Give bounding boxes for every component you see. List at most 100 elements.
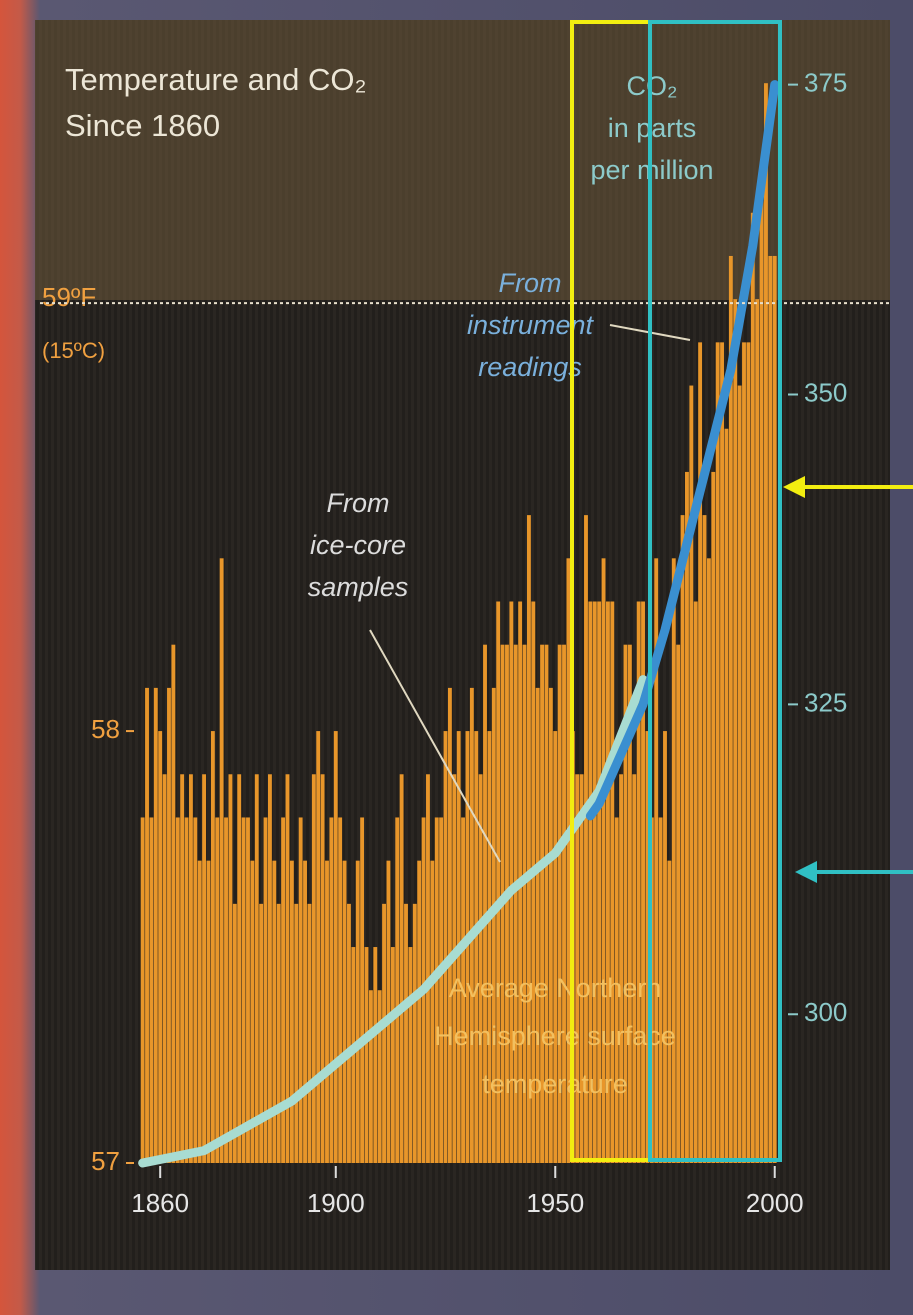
y-tick-label: 57 — [91, 1146, 120, 1176]
bar — [312, 774, 316, 1163]
bar — [189, 774, 193, 1163]
bar — [141, 817, 145, 1163]
bar — [720, 342, 724, 1163]
annotation: instrument — [467, 310, 595, 340]
bar — [382, 904, 386, 1163]
bar — [198, 861, 202, 1163]
bar — [408, 947, 412, 1163]
bar — [527, 515, 531, 1163]
bar — [369, 990, 373, 1163]
chart: 575859ºF3003253503751860190019502000Temp… — [0, 0, 913, 1315]
bar — [470, 688, 474, 1163]
bar — [180, 774, 184, 1163]
bar — [237, 774, 241, 1163]
bar — [681, 515, 685, 1163]
bar — [694, 602, 698, 1164]
y2-tick-label: 350 — [804, 377, 847, 407]
chart-title: Since 1860 — [65, 108, 220, 143]
x-tick-label: 2000 — [746, 1188, 804, 1218]
bar — [373, 947, 377, 1163]
bar — [746, 342, 750, 1163]
bar — [391, 947, 395, 1163]
bar — [452, 774, 456, 1163]
bar — [154, 688, 158, 1163]
bar — [167, 688, 171, 1163]
bar — [404, 904, 408, 1163]
annotation: temperature — [482, 1069, 628, 1099]
bar — [764, 83, 768, 1163]
bar — [632, 774, 636, 1163]
bar — [395, 817, 399, 1163]
bar — [474, 731, 478, 1163]
bar — [742, 342, 746, 1163]
bar — [158, 731, 162, 1163]
bar — [725, 429, 729, 1163]
bar — [400, 774, 404, 1163]
bar — [444, 731, 448, 1163]
bar — [738, 386, 742, 1163]
bar — [663, 731, 667, 1163]
bar — [185, 817, 189, 1163]
bar — [755, 299, 759, 1163]
bar — [711, 472, 715, 1163]
annotation: samples — [308, 572, 409, 602]
bar — [308, 904, 312, 1163]
bar — [698, 342, 702, 1163]
bar — [228, 774, 232, 1163]
bar — [707, 558, 711, 1163]
bar — [426, 774, 430, 1163]
bar — [149, 817, 153, 1163]
y-tick-label: 59ºF — [42, 282, 96, 312]
annotation: (15ºC) — [42, 338, 105, 363]
bar — [176, 817, 180, 1163]
bar — [430, 861, 434, 1163]
page: 575859ºF3003253503751860190019502000Temp… — [0, 0, 913, 1315]
bar — [676, 645, 680, 1163]
bar — [202, 774, 206, 1163]
bar — [233, 904, 237, 1163]
x-tick-label: 1860 — [131, 1188, 189, 1218]
bar — [575, 774, 579, 1163]
annotation: ice-core — [310, 530, 406, 560]
bar — [163, 774, 167, 1163]
bar — [360, 817, 364, 1163]
bar — [365, 947, 369, 1163]
bar — [277, 904, 281, 1163]
annotation: From — [499, 268, 562, 298]
bar — [329, 817, 333, 1163]
bar — [211, 731, 215, 1163]
bar — [584, 515, 588, 1163]
bar — [334, 731, 338, 1163]
bar — [667, 861, 671, 1163]
bar — [294, 904, 298, 1163]
x-tick-label: 1950 — [526, 1188, 584, 1218]
bar — [242, 817, 246, 1163]
bar — [760, 170, 764, 1163]
bar — [171, 645, 175, 1163]
bar — [220, 558, 224, 1163]
bar — [145, 688, 149, 1163]
bar — [417, 861, 421, 1163]
chart-title: Temperature and CO₂ — [65, 62, 367, 97]
annotation: readings — [478, 352, 582, 382]
x-tick-label: 1900 — [307, 1188, 365, 1218]
bar — [703, 515, 707, 1163]
bar — [207, 861, 211, 1163]
bar — [272, 861, 276, 1163]
bar — [338, 817, 342, 1163]
bar — [413, 904, 417, 1163]
bar — [343, 861, 347, 1163]
bar — [378, 990, 382, 1163]
bar — [299, 817, 303, 1163]
bar — [751, 213, 755, 1163]
bar — [672, 558, 676, 1163]
bar — [268, 774, 272, 1163]
annotation: Hemisphere surface — [434, 1021, 676, 1051]
bar — [303, 861, 307, 1163]
bar — [685, 472, 689, 1163]
bar — [316, 731, 320, 1163]
bar — [347, 904, 351, 1163]
bar — [224, 817, 228, 1163]
bar — [448, 688, 452, 1163]
bar — [768, 256, 772, 1163]
